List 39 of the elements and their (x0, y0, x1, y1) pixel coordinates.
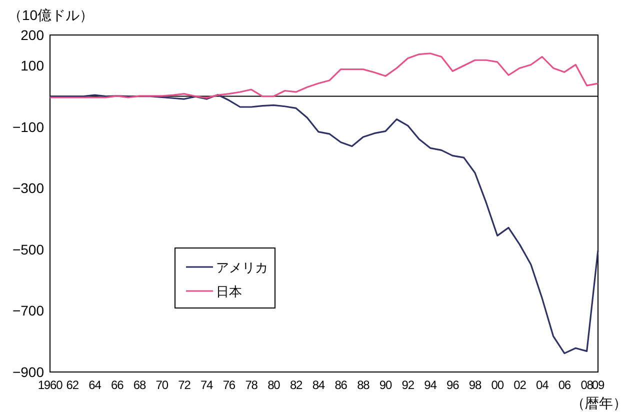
y-tick-label: −300 (12, 180, 44, 196)
x-tick-label: 02 (514, 378, 527, 392)
y-tick-label: −700 (12, 302, 44, 319)
x-tick-label: 82 (290, 378, 304, 392)
x-tick-label: 94 (424, 378, 438, 392)
x-tick-label: 66 (111, 378, 124, 392)
x-tick-label: 09 (592, 378, 605, 392)
line-series (49, 52, 599, 99)
legend-label: アメリカ (216, 260, 268, 275)
x-tick-label: 1960 (38, 378, 64, 392)
line-series (49, 94, 599, 354)
legend-label: 日本 (216, 284, 242, 299)
y-tick-label: −900 (12, 364, 44, 380)
x-tick-label: 96 (446, 378, 460, 392)
x-tick-label: 64 (88, 378, 102, 392)
x-tick-label: 80 (268, 378, 281, 392)
x-tick-label: 74 (200, 378, 214, 392)
y-tick-label: −100 (12, 118, 44, 135)
y-tick-label: −500 (12, 241, 44, 258)
x-axis-title: （暦年） (571, 395, 627, 411)
x-tick-label: 68 (133, 378, 146, 392)
x-tick-label: 84 (312, 378, 326, 392)
y-tick-label: 200 (20, 27, 44, 43)
x-tick-label: 90 (379, 378, 393, 392)
x-tick-label: 04 (536, 378, 550, 392)
x-tick-label: 00 (491, 378, 504, 392)
x-tick-label: 78 (245, 378, 258, 392)
x-tick-label: 70 (156, 378, 169, 392)
x-tick-label: 62 (66, 378, 80, 392)
x-tick-label: 72 (178, 378, 192, 392)
x-tick-label: 76 (222, 378, 236, 392)
x-tick-label: 98 (468, 378, 482, 392)
x-tick-label: 92 (402, 378, 415, 392)
x-tick-label: 08 (580, 378, 594, 392)
y-tick-label: 100 (20, 58, 44, 74)
x-tick-label: 06 (558, 378, 572, 392)
x-tick-label: 86 (334, 378, 348, 392)
x-tick-label: 88 (357, 378, 370, 392)
y-axis-title: （10億ドル） (8, 7, 94, 23)
